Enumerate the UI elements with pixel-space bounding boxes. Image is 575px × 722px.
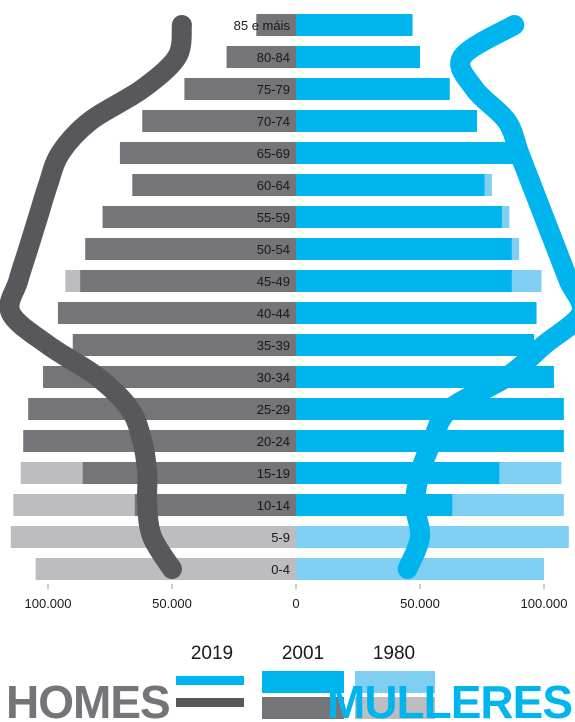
x-tick-label: 100.000 <box>521 596 568 611</box>
bar-2001-mulleres <box>296 46 420 68</box>
bar-2001-mulleres <box>296 206 502 228</box>
bar-2001-homes <box>134 494 296 516</box>
age-label: 10-14 <box>257 498 290 513</box>
age-label: 25-29 <box>257 402 290 417</box>
x-tick-label: 0 <box>292 596 299 611</box>
bar-2001-mulleres <box>296 14 413 36</box>
legend-swatch-2019-homes <box>176 698 244 707</box>
bar-2001-homes <box>82 462 296 484</box>
x-tick-label: 100.000 <box>25 596 72 611</box>
x-tick-label: 50.000 <box>400 596 440 611</box>
bar-2001-homes <box>142 110 296 132</box>
age-label: 40-44 <box>257 306 290 321</box>
bar-2001-homes <box>119 142 296 164</box>
bar-2001-mulleres <box>296 398 564 420</box>
bar-2001-mulleres <box>296 238 512 260</box>
curve-2019-mulleres <box>397 15 575 579</box>
legend-swatch-1980-mulleres <box>355 671 435 693</box>
bar-2001-mulleres <box>296 462 500 484</box>
age-label: 20-24 <box>257 434 290 449</box>
age-label: 35-39 <box>257 338 290 353</box>
bar-2001-homes <box>57 302 296 324</box>
x-tick-label: 50.000 <box>152 596 192 611</box>
bar-2001-mulleres <box>296 302 537 324</box>
age-label: 5-9 <box>271 530 290 545</box>
curves-2019 <box>0 15 575 579</box>
legend-label-mulleres: MULLERES <box>327 676 572 722</box>
age-label: 85 e máis <box>234 18 291 33</box>
legend: 2019 2001 1980 HOMES MULLERES <box>6 643 573 722</box>
age-label: 55-59 <box>257 210 290 225</box>
age-label: 0-4 <box>271 562 290 577</box>
legend-swatch-2001-homes <box>262 697 344 719</box>
age-label: 65-69 <box>257 146 290 161</box>
bar-2001-homes <box>72 334 296 356</box>
age-label: 80-84 <box>257 50 290 65</box>
age-label: 30-34 <box>257 370 290 385</box>
bar-2001-homes <box>102 206 296 228</box>
legend-swatch-1980-homes <box>355 697 435 719</box>
age-label: 60-64 <box>257 178 290 193</box>
legend-swatch-2001-mulleres <box>262 671 344 693</box>
bar-2001-mulleres <box>296 270 512 292</box>
bar-2001-mulleres <box>296 78 450 100</box>
age-label: 70-74 <box>257 114 290 129</box>
age-label: 75-79 <box>257 82 290 97</box>
age-label: 45-49 <box>257 274 290 289</box>
bar-2001-homes <box>132 174 296 196</box>
legend-year-2019: 2019 <box>191 643 233 664</box>
x-axis-ticks: 100.000 50.000 0 50.000 100.000 <box>25 584 568 611</box>
curve-2019-homes <box>0 15 192 579</box>
bar-2001-mulleres <box>296 142 522 164</box>
age-label: 15-19 <box>257 466 290 481</box>
age-label: 50-54 <box>257 242 290 257</box>
bar-2001-mulleres <box>296 174 485 196</box>
bar-2001-mulleres <box>296 110 478 132</box>
bar-2001-mulleres <box>296 494 453 516</box>
bar-1980-mulleres <box>296 558 544 580</box>
legend-year-2001: 2001 <box>282 643 324 664</box>
bars-2001 <box>23 14 564 516</box>
legend-label-homes: HOMES <box>6 676 170 722</box>
bar-2001-homes <box>184 78 296 100</box>
bar-2001-homes <box>80 270 297 292</box>
bar-2001-homes <box>226 46 296 68</box>
age-group-labels: 85 e máis 80-84 75-79 70-74 65-69 60-64 55-59 5… <box>234 18 291 577</box>
legend-swatch-2019-mulleres <box>176 676 244 685</box>
bar-2001-mulleres <box>296 334 535 356</box>
bar-2001-homes <box>85 238 296 260</box>
bar-1980-mulleres <box>296 526 569 548</box>
bar-2001-homes <box>28 398 296 420</box>
bar-2001-homes <box>23 430 296 452</box>
bar-2001-homes <box>256 14 296 36</box>
legend-year-1980: 1980 <box>373 643 415 664</box>
